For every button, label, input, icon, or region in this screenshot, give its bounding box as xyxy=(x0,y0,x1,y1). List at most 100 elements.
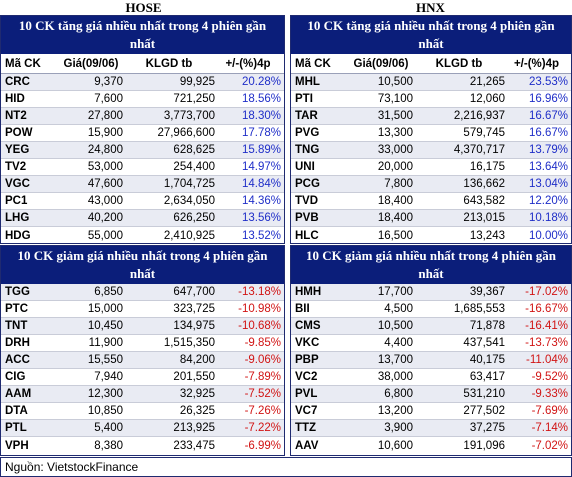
volume-cell: 579,745 xyxy=(463,127,505,139)
ticker-cell: TV2 xyxy=(5,161,27,173)
change-cell: -9.06% xyxy=(244,354,281,366)
volume-cell: 1,515,350 xyxy=(163,337,215,349)
price-cell: 12,300 xyxy=(87,388,123,400)
price-cell: 3,900 xyxy=(384,422,413,434)
price-cell: 20,000 xyxy=(377,161,413,173)
table-row: ACC 15,550 84,200 -9.06% xyxy=(1,352,284,369)
volume-cell: 254,400 xyxy=(173,161,215,173)
volume-cell: 99,925 xyxy=(179,76,215,88)
header-ticker: Mã CK xyxy=(295,57,331,70)
change-cell: -16.67% xyxy=(525,303,568,315)
price-cell: 7,940 xyxy=(94,371,123,383)
header-volume: KLGD tb xyxy=(435,57,483,70)
volume-cell: 71,878 xyxy=(469,320,505,332)
table-row: VGC 47,600 1,704,725 14.84% xyxy=(1,176,284,193)
table-row: HID 7,600 721,250 18.56% xyxy=(1,91,284,108)
price-cell: 31,500 xyxy=(377,110,413,122)
ticker-cell: YEG xyxy=(5,144,30,156)
price-cell: 13,200 xyxy=(377,405,413,417)
price-cell: 10,450 xyxy=(87,320,123,332)
volume-cell: 136,662 xyxy=(463,178,505,190)
ticker-cell: TVD xyxy=(295,195,318,207)
ticker-cell: PTL xyxy=(5,422,27,434)
ticker-cell: AAV xyxy=(295,439,319,452)
table-row: TTZ 3,900 37,275 -7.14% xyxy=(291,420,571,437)
change-cell: 10.00% xyxy=(528,229,568,242)
table-row: CMS 10,500 71,878 -16.41% xyxy=(291,318,571,335)
price-cell: 18,400 xyxy=(377,212,413,224)
table-row: TV2 53,000 254,400 14.97% xyxy=(1,159,284,176)
change-cell: -7.26% xyxy=(244,405,281,417)
panel-title: 10 CK giảm giá nhiều nhất trong 4 phiên … xyxy=(291,246,571,284)
change-cell: 20.28% xyxy=(241,76,281,88)
table-row: HDG 55,000 2,410,925 13.52% xyxy=(1,227,284,244)
change-cell: 16.67% xyxy=(528,110,568,122)
price-cell: 6,850 xyxy=(94,286,123,298)
price-cell: 13,700 xyxy=(377,354,413,366)
volume-cell: 134,975 xyxy=(173,320,215,332)
price-cell: 10,850 xyxy=(87,405,123,417)
volume-cell: 233,475 xyxy=(173,439,215,452)
volume-cell: 1,685,553 xyxy=(453,303,505,315)
hnx-losers-panel: 10 CK giảm giá nhiều nhất trong 4 phiên … xyxy=(290,245,572,456)
price-cell: 43,000 xyxy=(87,195,123,207)
table-row: TNG 33,000 4,370,717 13.79% xyxy=(291,142,571,159)
volume-cell: 16,175 xyxy=(469,161,505,173)
volume-cell: 628,625 xyxy=(173,144,215,156)
volume-cell: 647,700 xyxy=(173,286,215,298)
volume-cell: 37,275 xyxy=(469,422,505,434)
ticker-cell: VKC xyxy=(295,337,320,349)
ticker-cell: PCG xyxy=(295,178,320,190)
price-cell: 5,400 xyxy=(94,422,123,434)
table-row: PTL 5,400 213,925 -7.22% xyxy=(1,420,284,437)
header-ticker: Mã CK xyxy=(5,57,41,70)
price-cell: 4,400 xyxy=(384,337,413,349)
volume-cell: 39,367 xyxy=(469,286,505,298)
price-cell: 4,500 xyxy=(384,303,413,315)
change-cell: 16.67% xyxy=(528,127,568,139)
price-cell: 6,800 xyxy=(384,388,413,400)
change-cell: -9.85% xyxy=(244,337,281,349)
change-cell: 17.78% xyxy=(241,127,281,139)
ticker-cell: PC1 xyxy=(5,195,28,207)
change-cell: 10.18% xyxy=(528,212,568,224)
change-cell: 23.53% xyxy=(528,76,568,88)
ticker-cell: CRC xyxy=(5,76,30,88)
price-cell: 53,000 xyxy=(87,161,123,173)
ticker-cell: DRH xyxy=(5,337,30,349)
price-cell: 10,600 xyxy=(377,439,413,452)
volume-cell: 213,925 xyxy=(173,422,215,434)
table-row: CRC 9,370 99,925 20.28% xyxy=(1,74,284,91)
volume-cell: 40,175 xyxy=(469,354,505,366)
volume-cell: 437,541 xyxy=(463,337,505,349)
volume-cell: 4,370,717 xyxy=(453,144,505,156)
table-row: TVD 18,400 643,582 12.20% xyxy=(291,193,571,210)
ticker-cell: LHG xyxy=(5,212,30,224)
volume-cell: 13,243 xyxy=(469,229,505,242)
volume-cell: 201,550 xyxy=(173,371,215,383)
ticker-cell: TAR xyxy=(295,110,318,122)
price-cell: 8,380 xyxy=(94,439,123,452)
change-cell: -10.98% xyxy=(238,303,281,315)
volume-cell: 721,250 xyxy=(173,93,215,105)
volume-cell: 323,725 xyxy=(173,303,215,315)
header-change: +/-(%)4p xyxy=(513,57,560,70)
change-cell: -17.02% xyxy=(525,286,568,298)
price-cell: 15,550 xyxy=(87,354,123,366)
ticker-cell: HDG xyxy=(5,229,31,242)
volume-cell: 21,265 xyxy=(469,76,505,88)
table-row: DTA 10,850 26,325 -7.26% xyxy=(1,403,284,420)
table-row: PTC 15,000 323,725 -10.98% xyxy=(1,301,284,318)
column-header-row: Mã CK Giá(09/06) KLGD tb +/-(%)4p xyxy=(291,54,571,74)
ticker-cell: HMH xyxy=(295,286,322,298)
change-cell: -7.02% xyxy=(531,439,568,452)
table-row: PVG 13,300 579,745 16.67% xyxy=(291,125,571,142)
volume-cell: 277,502 xyxy=(463,405,505,417)
price-cell: 15,900 xyxy=(87,127,123,139)
column-header-row: Mã CK Giá(09/06) KLGD tb +/-(%)4p xyxy=(1,54,284,74)
table-row: UNI 20,000 16,175 13.64% xyxy=(291,159,571,176)
table-row: NT2 27,800 3,773,700 18.30% xyxy=(1,108,284,125)
change-cell: 14.84% xyxy=(241,178,281,190)
volume-cell: 26,325 xyxy=(179,405,215,417)
